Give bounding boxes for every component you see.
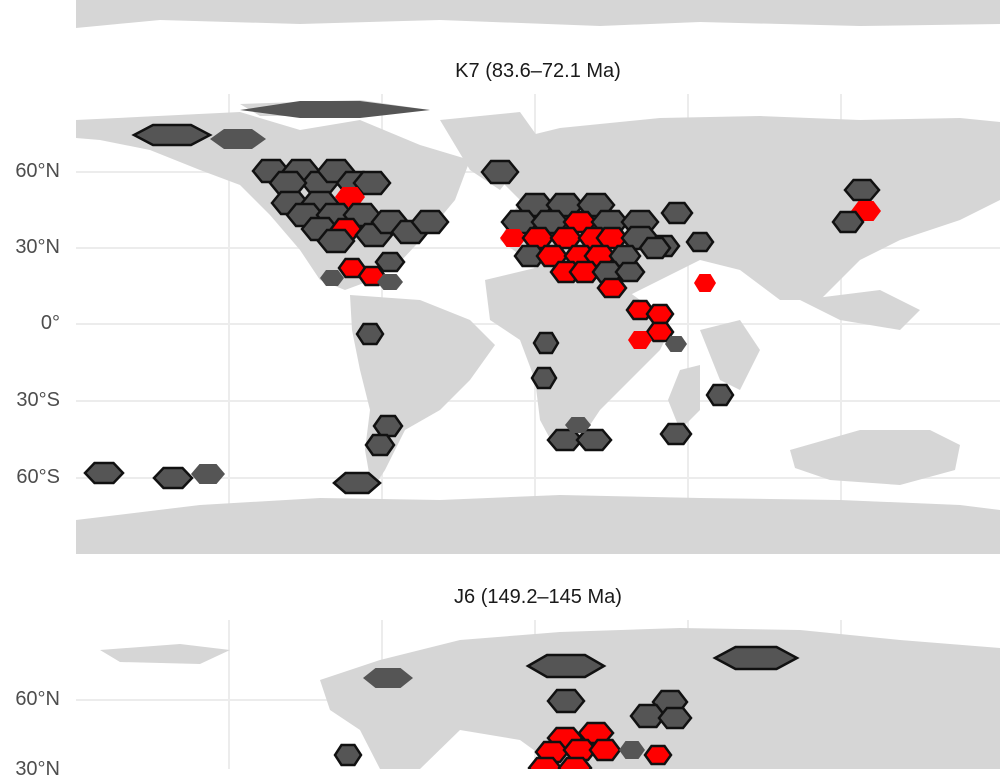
k7-hex-cell-57: [694, 274, 716, 292]
k7-hex-cell-37: [660, 201, 694, 225]
j6-panel-title: J6 (149.2–145 Ma): [454, 586, 622, 608]
k7-hex-cell-22: [316, 228, 356, 254]
k7-hex-cell-9: [352, 170, 392, 196]
j6-hex-cell-3: [546, 688, 586, 714]
j6-hex-cells: [333, 645, 800, 769]
k7-ytick-60s: 60°S: [16, 466, 60, 488]
k7-hex-cell-72: [565, 417, 591, 433]
k7-hex-cell-27: [320, 270, 344, 286]
j6-ytick-30n: 30°N: [15, 758, 60, 780]
k7-hex-cell-77: [191, 464, 225, 484]
k7-hex-cell-76: [152, 466, 194, 490]
k7-hex-cell-67: [831, 210, 865, 234]
k7-hex-cell-78: [332, 471, 382, 495]
k7-hex-cell-26: [377, 274, 403, 290]
j6-hex-cell-13: [619, 741, 645, 759]
j6-hex-cell-6: [657, 706, 693, 730]
k7-arctic-cell: [240, 101, 430, 118]
j6-hex-cell-14: [643, 744, 673, 766]
k7-hex-cells: [83, 123, 881, 495]
k7-hex-cell-68: [705, 383, 735, 407]
k7-hex-cell-65: [843, 178, 881, 202]
k7-hex-cell-28: [355, 322, 385, 346]
j6-hex-cell-7: [333, 743, 363, 767]
j6-hex-cell-2: [712, 645, 800, 671]
k7-hex-cell-21: [410, 209, 450, 235]
k7-hex-cell-6: [268, 170, 308, 196]
k7-hex-cell-56: [685, 231, 715, 253]
j6-hex-cell-1: [525, 653, 607, 679]
k7-ytick-30n: 30°N: [15, 236, 60, 258]
j6-hex-cell-0: [363, 668, 413, 688]
k7-hex-cell-64: [530, 366, 558, 390]
k7-hex-cell-62: [665, 336, 687, 352]
k7-ytick-30s: 30°S: [16, 389, 60, 411]
j6-map: [76, 620, 1000, 769]
k7-hex-cell-60: [645, 321, 675, 343]
k7-hex-cell-25: [374, 251, 406, 273]
k7-hex-cell-73: [372, 414, 404, 438]
top-panel-land: [76, 0, 1000, 28]
k7-hex-cell-55: [596, 277, 628, 299]
j6-hex-cell-16: [557, 756, 593, 769]
k7-ytick-60n: 60°N: [15, 160, 60, 182]
k7-hex-cell-59: [645, 303, 675, 325]
k7-hex-cell-50: [638, 236, 672, 260]
k7-hex-cell-38: [500, 229, 526, 247]
k7-hex-cell-61: [628, 331, 652, 349]
k7-hex-cell-1: [210, 129, 266, 149]
k7-hex-cell-2: [480, 159, 520, 185]
k7-hex-cell-75: [83, 461, 125, 485]
k7-hex-cell-0: [131, 123, 213, 147]
j6-hex-cell-12: [588, 738, 622, 762]
k7-panel-title: K7 (83.6–72.1 Ma): [455, 60, 621, 82]
j6-ytick-60n: 60°N: [15, 688, 60, 710]
k7-hex-cell-74: [364, 433, 396, 457]
k7-map: [76, 94, 1000, 554]
k7-ytick-0: 0°: [40, 312, 60, 334]
k7-hex-cell-54: [614, 261, 646, 283]
k7-hex-cell-12: [335, 187, 365, 207]
k7-hex-cell-69: [659, 422, 693, 446]
k7-hex-cell-63: [532, 331, 560, 355]
